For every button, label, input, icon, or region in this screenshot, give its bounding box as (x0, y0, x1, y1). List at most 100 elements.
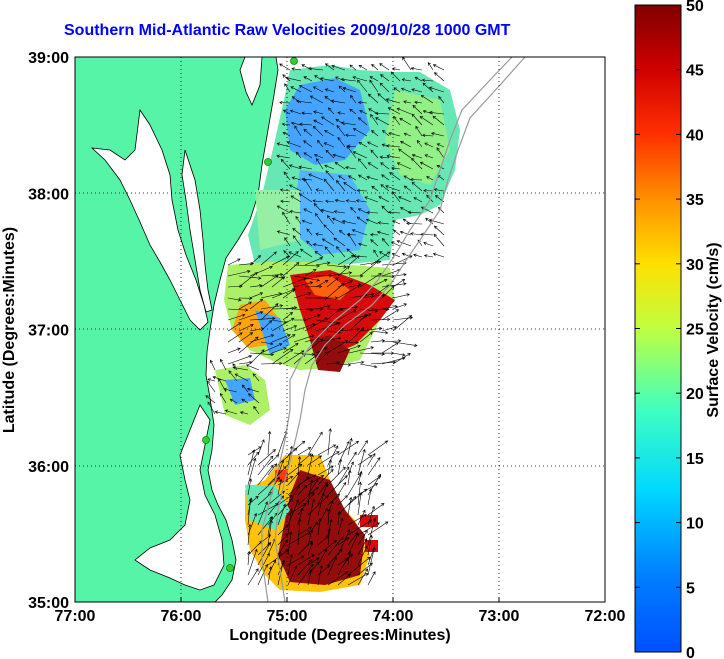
velocity-arrow (370, 149, 379, 159)
velocity-arrow (306, 228, 313, 236)
velocity-patch (310, 335, 350, 372)
velocity-arrow (335, 76, 346, 82)
velocity-arrow (247, 568, 259, 586)
velocity-arrow (432, 115, 445, 126)
velocity-arrow (249, 316, 276, 321)
velocity-arrow (348, 314, 368, 332)
velocity-arrow (357, 440, 368, 456)
velocity-arrow (423, 188, 434, 193)
velocity-arrow (337, 510, 341, 526)
colorbar-tick-label: 10 (686, 516, 704, 533)
velocity-arrow (228, 370, 238, 382)
velocity-arrow (295, 215, 302, 225)
velocity-arrow (337, 340, 360, 345)
velocity-arrow (324, 246, 335, 258)
velocity-arrow (367, 534, 373, 556)
velocity-arrow (392, 220, 401, 225)
velocity-arrow (374, 111, 390, 116)
velocity-arrow (247, 548, 258, 576)
velocity-arrow (313, 119, 324, 126)
velocity-arrow (347, 496, 353, 516)
velocity-arrow (327, 458, 332, 476)
velocity-arrow (289, 109, 302, 115)
velocity-arrow (253, 405, 260, 415)
velocity-arrow (247, 523, 252, 546)
velocity-arrow (326, 264, 347, 269)
colorbar-tick-label: 40 (686, 127, 704, 144)
velocity-arrow (304, 314, 321, 321)
velocity-arrow (413, 253, 423, 258)
velocity-arrow (388, 132, 401, 137)
velocity-arrow (410, 232, 423, 236)
velocity-arrow (381, 309, 400, 321)
velocity-arrow (356, 216, 368, 225)
velocity-arrow (342, 87, 357, 93)
velocity-arrow (370, 113, 379, 126)
velocity-arrow (357, 455, 373, 466)
velocity-arrow (349, 64, 357, 71)
velocity-arrow (287, 531, 293, 556)
velocity-arrow (307, 529, 313, 546)
velocity-arrow (260, 272, 284, 277)
velocity-arrow (291, 176, 302, 181)
velocity-arrow (357, 174, 368, 181)
velocity-arrow (293, 281, 314, 288)
velocity-arrow (358, 141, 368, 148)
velocity-arrow (307, 495, 329, 516)
velocity-arrow (287, 507, 293, 536)
velocity-arrow (257, 534, 272, 546)
velocity-arrow (337, 136, 346, 148)
velocity-arrow (370, 251, 391, 266)
velocity-arrow (356, 188, 368, 193)
velocity-arrow (297, 492, 315, 516)
velocity-arrow (267, 463, 278, 476)
velocity-arrow (324, 88, 335, 93)
velocity-arrow (347, 514, 367, 526)
velocity-arrow (205, 395, 216, 404)
velocity-arrow (247, 550, 251, 566)
velocity-arrow (357, 79, 368, 93)
velocity-arrow (379, 74, 390, 82)
velocity-arrow (396, 107, 412, 115)
velocity-arrow (297, 484, 308, 496)
y-axis-label: Latitude (Degrees:Minutes) (1, 227, 18, 433)
velocity-arrow (403, 100, 412, 104)
velocity-arrow (238, 272, 258, 288)
velocity-arrow (348, 292, 375, 299)
velocity-arrow (403, 132, 412, 137)
velocity-arrow (347, 550, 352, 566)
velocity-arrow (317, 451, 340, 466)
velocity-arrow (357, 448, 366, 476)
velocity-arrow (267, 454, 280, 466)
velocity-arrow (257, 552, 270, 576)
station-marker (290, 57, 298, 65)
velocity-arrow (367, 440, 389, 456)
velocity-arrow (337, 285, 361, 299)
velocity-arrow (326, 361, 340, 365)
velocity-arrow (327, 527, 332, 546)
velocity-arrow (357, 208, 368, 214)
velocity-arrow (321, 238, 335, 247)
velocity-arrow (315, 188, 324, 192)
velocity-arrow (378, 251, 390, 258)
velocity-arrow (297, 558, 313, 576)
velocity-arrow (341, 219, 357, 225)
velocity-arrow (378, 196, 390, 203)
velocity-arrow (316, 158, 324, 170)
velocity-arrow (422, 82, 434, 93)
velocity-arrow (277, 503, 286, 526)
velocity-arrow (227, 269, 251, 277)
velocity-arrow (357, 117, 368, 126)
velocity-arrow (267, 559, 277, 576)
velocity-arrow (238, 301, 252, 310)
velocity-field (215, 65, 460, 592)
velocity-arrow (304, 338, 324, 354)
velocity-arrow (317, 468, 334, 486)
colorbar-tick-label: 45 (686, 63, 704, 80)
velocity-arrow (287, 531, 312, 546)
velocity-arrow (337, 280, 354, 288)
velocity-arrow (337, 529, 351, 556)
velocity-arrow (338, 85, 346, 93)
velocity-arrow (380, 162, 390, 170)
velocity-arrow (277, 478, 283, 496)
